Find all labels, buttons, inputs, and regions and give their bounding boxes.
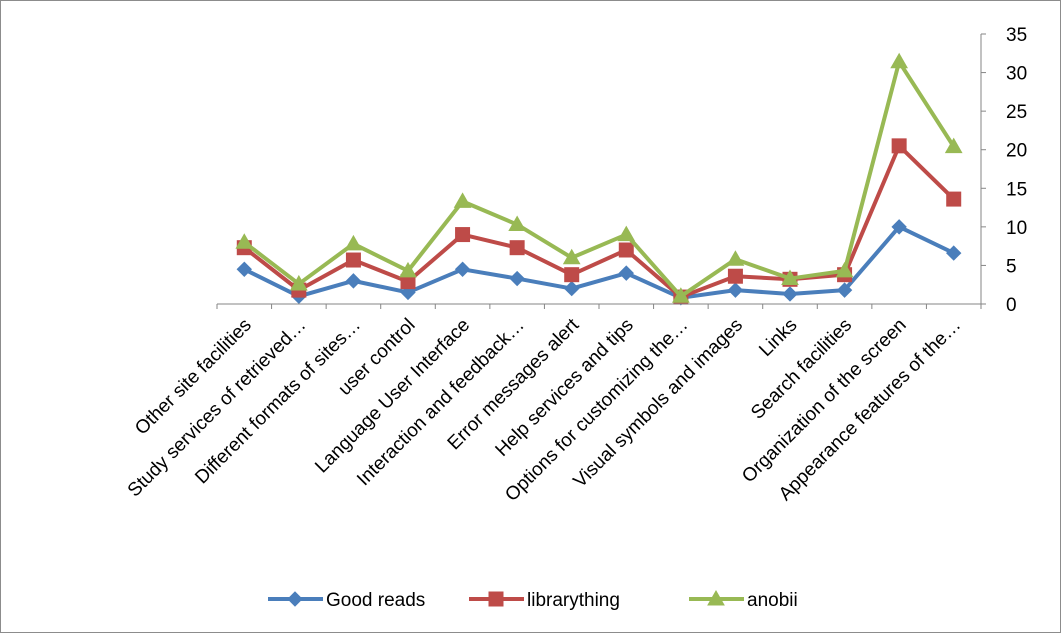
legend-entry: anobii: [689, 589, 798, 611]
y-tick-label: 20: [1006, 141, 1027, 162]
x-category-label: Links: [755, 315, 801, 361]
data-point-point: [727, 282, 744, 298]
data-point-point: [836, 282, 853, 298]
y-tick-label: 35: [1006, 25, 1027, 46]
series-line: [243, 143, 956, 300]
data-point-point: [727, 268, 743, 284]
data-point-point: [562, 248, 581, 265]
data-point-point: [455, 227, 471, 243]
series-line: [243, 59, 956, 299]
data-point-point: [453, 192, 472, 208]
series-2: [235, 52, 963, 303]
data-point-legend: [287, 591, 303, 607]
data-point-point: [344, 234, 363, 251]
data-point-point: [399, 261, 417, 278]
data-point-point: [891, 219, 907, 235]
data-point-point: [944, 137, 963, 154]
data-point-point: [726, 250, 745, 266]
data-point-point: [671, 287, 690, 303]
legend-entry: librarything: [469, 590, 620, 611]
x-category-label: Search facilities: [747, 315, 856, 424]
legend: Good reads librarything anobii: [268, 589, 798, 611]
data-point-point: [782, 286, 798, 302]
series-line: [243, 224, 955, 300]
data-point-point: [618, 242, 634, 258]
legend-entry: Good reads: [268, 590, 425, 611]
legend-label: Good reads: [326, 590, 425, 611]
y-tick-label: 25: [1006, 102, 1027, 123]
data-point-point: [509, 240, 525, 256]
y-axis: 0 5 10 15 20 25 30 35: [216, 25, 1027, 316]
legend-label: anobii: [747, 590, 798, 611]
data-point-point: [508, 215, 527, 232]
data-point-point: [617, 225, 636, 242]
data-point-point: [454, 261, 471, 277]
y-tick-label: 30: [1006, 64, 1027, 85]
data-point-point: [289, 274, 308, 291]
data-point-point: [509, 270, 525, 287]
y-tick-label: 10: [1006, 218, 1027, 239]
y-tick-label: 15: [1006, 179, 1027, 200]
data-point-point: [564, 267, 580, 283]
data-point-legend: [488, 591, 504, 607]
data-point-point: [946, 191, 962, 207]
data-point-point: [781, 269, 799, 286]
data-point-point: [946, 245, 962, 261]
legend-label: librarything: [527, 590, 620, 611]
y-tick-label: 0: [1006, 295, 1017, 316]
data-point-point: [618, 265, 634, 281]
data-point-point: [345, 252, 361, 268]
data-point-point: [236, 261, 252, 277]
data-point-point: [835, 261, 854, 278]
data-point-point: [564, 280, 580, 297]
plot-area: [235, 52, 963, 306]
y-tick-label: 5: [1006, 256, 1017, 277]
data-point-point: [345, 273, 362, 289]
data-point-legend: [707, 589, 725, 606]
data-point-point: [890, 52, 909, 69]
data-point-point: [235, 233, 254, 249]
data-point-point: [891, 138, 907, 154]
